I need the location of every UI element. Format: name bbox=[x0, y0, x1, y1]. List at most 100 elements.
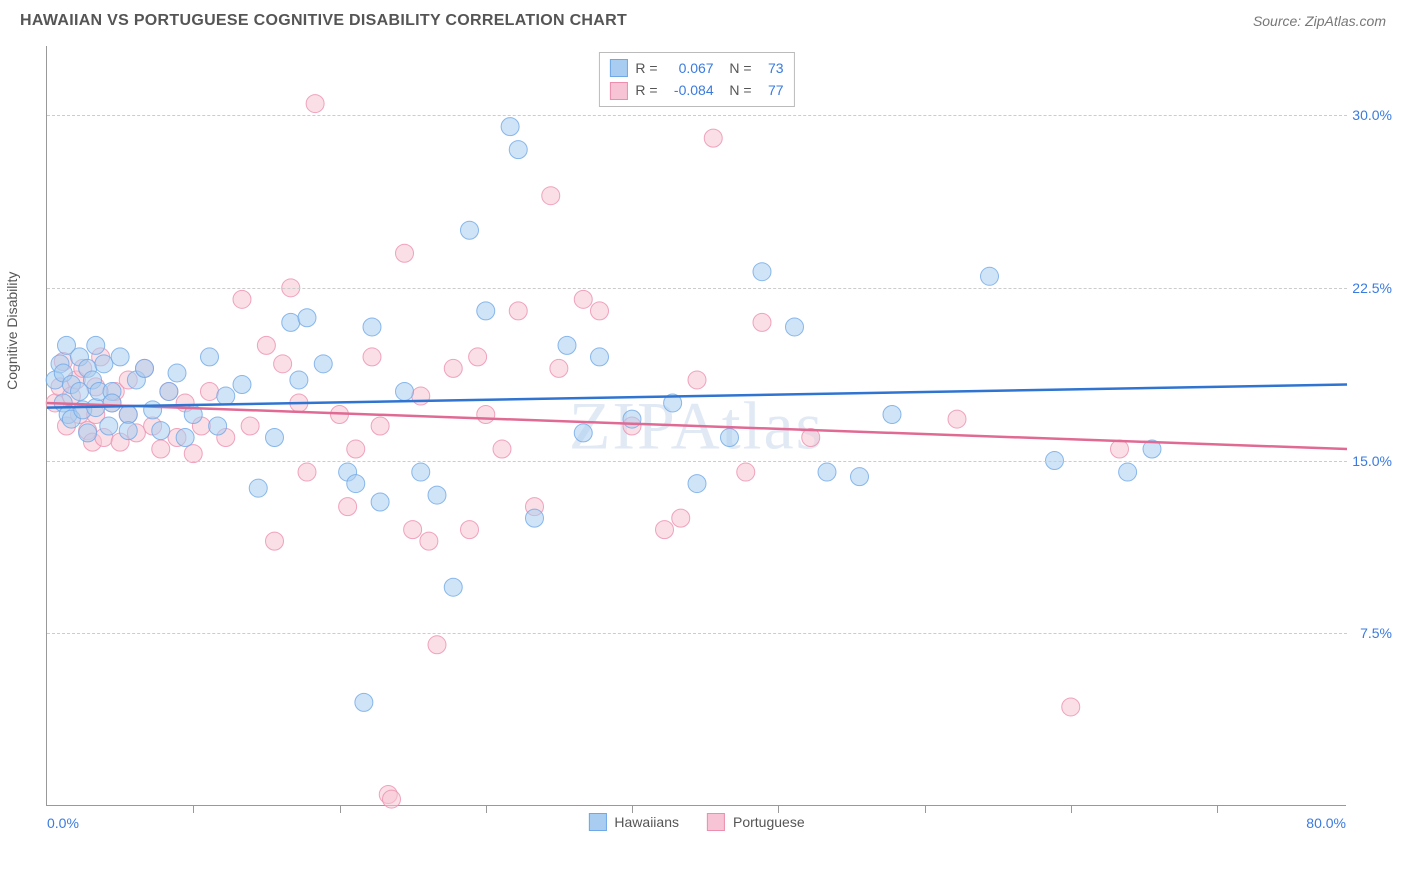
r-value-portuguese: -0.084 bbox=[666, 79, 714, 101]
data-point bbox=[144, 401, 162, 419]
data-point bbox=[786, 318, 804, 336]
data-point bbox=[1111, 440, 1129, 458]
data-point bbox=[542, 187, 560, 205]
data-point bbox=[201, 348, 219, 366]
gridline-h bbox=[47, 288, 1347, 289]
data-point bbox=[363, 318, 381, 336]
data-point bbox=[469, 348, 487, 366]
data-point bbox=[136, 359, 154, 377]
data-point bbox=[753, 313, 771, 331]
data-point bbox=[176, 429, 194, 447]
data-point bbox=[1119, 463, 1137, 481]
data-point bbox=[100, 417, 118, 435]
data-point bbox=[298, 463, 316, 481]
data-point bbox=[306, 95, 324, 113]
data-point bbox=[574, 424, 592, 442]
data-point bbox=[103, 394, 121, 412]
data-point bbox=[233, 376, 251, 394]
legend-label-hawaiians: Hawaiians bbox=[614, 814, 679, 830]
x-tick bbox=[632, 805, 633, 813]
data-point bbox=[274, 355, 292, 373]
data-point bbox=[501, 118, 519, 136]
data-point bbox=[981, 267, 999, 285]
data-point bbox=[87, 336, 105, 354]
data-point bbox=[591, 348, 609, 366]
data-point bbox=[314, 355, 332, 373]
data-point bbox=[371, 417, 389, 435]
chart-header: HAWAIIAN VS PORTUGUESE COGNITIVE DISABIL… bbox=[0, 0, 1406, 34]
data-point bbox=[1062, 698, 1080, 716]
n-value-portuguese: 77 bbox=[760, 79, 784, 101]
data-point bbox=[160, 382, 178, 400]
r-label: R = bbox=[635, 57, 657, 79]
legend-label-portuguese: Portuguese bbox=[733, 814, 805, 830]
data-point bbox=[383, 790, 401, 808]
swatch-portuguese bbox=[609, 82, 627, 100]
data-point bbox=[95, 355, 113, 373]
data-point bbox=[444, 359, 462, 377]
data-point bbox=[249, 479, 267, 497]
data-point bbox=[948, 410, 966, 428]
y-tick-label: 30.0% bbox=[1352, 107, 1392, 123]
data-point bbox=[477, 405, 495, 423]
legend-stats: R = 0.067 N = 73 R = -0.084 N = 77 bbox=[598, 52, 794, 107]
data-point bbox=[209, 417, 227, 435]
legend-bottom: Hawaiians Portuguese bbox=[588, 813, 804, 831]
n-label: N = bbox=[722, 79, 752, 101]
plot-svg bbox=[47, 46, 1347, 806]
gridline-h bbox=[47, 633, 1347, 634]
gridline-h bbox=[47, 461, 1347, 462]
swatch-portuguese bbox=[707, 813, 725, 831]
data-point bbox=[477, 302, 495, 320]
x-tick bbox=[193, 805, 194, 813]
data-point bbox=[371, 493, 389, 511]
data-point bbox=[79, 424, 97, 442]
data-point bbox=[355, 693, 373, 711]
data-point bbox=[420, 532, 438, 550]
legend-stats-row-hawaiians: R = 0.067 N = 73 bbox=[609, 57, 783, 79]
data-point bbox=[412, 387, 430, 405]
gridline-h bbox=[47, 115, 1347, 116]
data-point bbox=[461, 521, 479, 539]
data-point bbox=[883, 405, 901, 423]
data-point bbox=[461, 221, 479, 239]
x-tick bbox=[340, 805, 341, 813]
x-tick bbox=[778, 805, 779, 813]
x-tick bbox=[486, 805, 487, 813]
data-point bbox=[688, 371, 706, 389]
y-tick-label: 7.5% bbox=[1360, 625, 1392, 641]
data-point bbox=[550, 359, 568, 377]
data-point bbox=[111, 348, 129, 366]
x-tick bbox=[1071, 805, 1072, 813]
data-point bbox=[704, 129, 722, 147]
data-point bbox=[152, 422, 170, 440]
data-point bbox=[623, 410, 641, 428]
data-point bbox=[412, 463, 430, 481]
data-point bbox=[509, 141, 527, 159]
data-point bbox=[591, 302, 609, 320]
n-label: N = bbox=[722, 57, 752, 79]
plot-area: ZIPAtlas R = 0.067 N = 73 R = -0.084 N =… bbox=[46, 46, 1346, 806]
data-point bbox=[347, 475, 365, 493]
swatch-hawaiians bbox=[588, 813, 606, 831]
data-point bbox=[753, 263, 771, 281]
data-point bbox=[721, 429, 739, 447]
data-point bbox=[201, 382, 219, 400]
x-axis-min-label: 0.0% bbox=[47, 815, 79, 831]
data-point bbox=[339, 498, 357, 516]
r-value-hawaiians: 0.067 bbox=[666, 57, 714, 79]
data-point bbox=[428, 486, 446, 504]
data-point bbox=[168, 364, 186, 382]
chart-title: HAWAIIAN VS PORTUGUESE COGNITIVE DISABIL… bbox=[20, 12, 627, 30]
data-point bbox=[509, 302, 527, 320]
data-point bbox=[818, 463, 836, 481]
data-point bbox=[266, 532, 284, 550]
y-tick-label: 22.5% bbox=[1352, 280, 1392, 296]
y-axis-title: Cognitive Disability bbox=[4, 272, 20, 390]
legend-stats-row-portuguese: R = -0.084 N = 77 bbox=[609, 79, 783, 101]
data-point bbox=[526, 509, 544, 527]
source-label: Source: ZipAtlas.com bbox=[1253, 13, 1386, 29]
legend-item-portuguese: Portuguese bbox=[707, 813, 805, 831]
data-point bbox=[396, 382, 414, 400]
data-point bbox=[298, 309, 316, 327]
